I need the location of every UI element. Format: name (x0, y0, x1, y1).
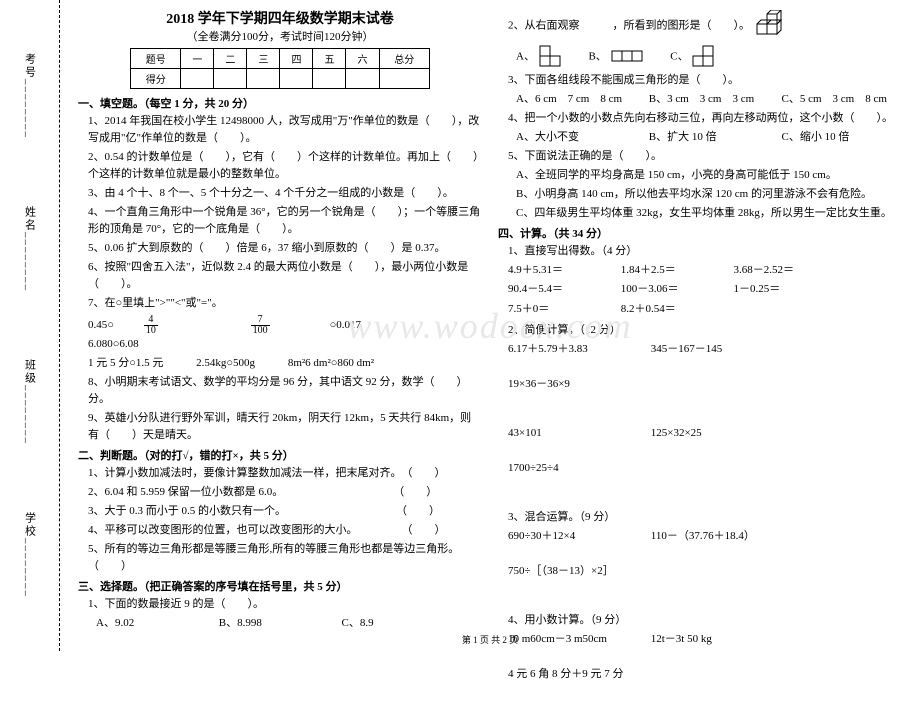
option-a-shape (538, 44, 564, 70)
q1-7: 7、在○里填上">""<"或"="。 (88, 295, 482, 312)
q4-3: 3、混合运算。（9 分） (508, 509, 902, 526)
q1-1: 1、2014 年我国在校小学生 12498000 人，改写成用"万"作单位的数是… (88, 113, 482, 147)
option-b-shape (610, 49, 646, 65)
exam-title: 2018 学年下学期四年级数学期末试卷 (78, 8, 482, 28)
row-label-no: 题号 (131, 49, 181, 69)
q1-4: 4、一个直角三角形中一个锐角是 36°，它的另一个锐角是（ ）；一个等腰三角形的… (88, 204, 482, 238)
binding-school: 学校________ (22, 512, 38, 598)
q3-3: 3、下面各组线段不能围成三角形的是（ ）。 (508, 72, 902, 89)
row-label-score: 得分 (131, 69, 181, 89)
q2-4: 4、平移可以改变图形的位置，也可以改变图形的大小。 （ ） (88, 522, 482, 539)
q4-2-row: 6.17＋5.79＋3.83 345－167－145 19×36－36×9 (508, 341, 902, 411)
option-c-shape (691, 44, 717, 70)
right-column: 2、从右面观察 ，所看到的图形是（ ）。 A、 B、 C、 3、下面各组线段不能… (490, 8, 910, 643)
q4-4: 4、用小数计算。（9 分） (508, 612, 902, 629)
section-1-title: 一、填空题。（每空 1 分，共 20 分） (78, 95, 482, 111)
section-4-title: 四、计算。（共 34 分） (498, 225, 902, 241)
section-3-title: 三、选择题。（把正确答案的序号填在括号里，共 5 分） (78, 578, 482, 594)
binding-class: 班级________ (22, 359, 38, 445)
q3-3-opts: A、6 cm 7 cm 8 cm B、3 cm 3 cm 3 cm C、5 cm… (516, 91, 902, 108)
q3-1: 1、下面的数最接近 9 的是（ ）。 (88, 596, 482, 613)
col-1: 一 (181, 49, 214, 69)
q2-5: 5、所有的等边三角形都是等腰三角形,所有的等腰三角形也都是等边三角形。（ ） (88, 541, 482, 575)
q3-4: 4、把一个小数的小数点先向右移动三位，再向左移动两位，这个小数（ ）。 (508, 110, 902, 127)
cube-3d-icon (753, 10, 785, 42)
q1-5: 5、0.06 扩大到原数的（ ）倍是 6，37 缩小到原数的（ ）是 0.37。 (88, 240, 482, 257)
section-2-title: 二、判断题。（对的打√，错的打×，共 5 分） (78, 447, 482, 463)
q2-2: 2、6.04 和 5.959 保留一位小数都是 6.0。 （ ） (88, 484, 482, 501)
q1-7-row1: 0.45○410 7100○0.017 6.080○6.08 (88, 315, 482, 353)
col-6: 六 (346, 49, 379, 69)
page-footer: 第 1 页 共 2 页 (60, 633, 920, 646)
col-2: 二 (214, 49, 247, 69)
binding-examno: 考号________ (22, 53, 38, 139)
q1-8: 8、小明期末考试语文、数学的平均分是 96 分，其中语文 92 分，数学（ ）分… (88, 374, 482, 408)
q2-1: 1、计算小数加减法时，要像计算整数加减法一样，把末尾对齐。 （ ） (88, 465, 482, 482)
q3-5c: C、四年级男生平均体重 32kg，女生平均体重 28kg，所以男生一定比女生重。 (516, 205, 902, 222)
q3-4-opts: A、大小不变 B、扩大 10 倍 C、缩小 10 倍 (516, 129, 902, 146)
q3-1-opts: A、9.02 B、8.998 C、8.9 (96, 615, 482, 632)
exam-subtitle: （全卷满分100分，考试时间120分钟） (78, 28, 482, 44)
q3-5: 5、下面说法正确的是（ ）。 (508, 148, 902, 165)
q4-3-row: 690÷30＋12×4 110－（37.76＋18.4） 750÷［（38－13… (508, 528, 902, 598)
col-4: 四 (280, 49, 313, 69)
binding-name: 姓名________ (22, 206, 38, 292)
q1-3: 3、由 4 个十、8 个一、5 个十分之一、4 个千分之一组成的小数是（ ）。 (88, 185, 482, 202)
col-3: 三 (247, 49, 280, 69)
q3-2: 2、从右面观察 ，所看到的图形是（ ）。 (508, 10, 902, 42)
q3-2-opts: A、 B、 C、 (516, 44, 902, 70)
binding-column: 考号________ 姓名________ 班级________ 学校_____… (0, 0, 60, 651)
q2-3: 3、大于 0.3 而小于 0.5 的小数只有一个。 （ ） (88, 503, 482, 520)
q4-1-row: 4.9＋5.31＝ 1.84＋2.5＝ 3.68－2.52＝ 90.4－5.4＝… (508, 262, 902, 319)
left-column: 2018 学年下学期四年级数学期末试卷 （全卷满分100分，考试时间120分钟）… (70, 8, 490, 643)
col-total: 总分 (379, 49, 430, 69)
q1-7-row2: 1 元 5 分○1.5 元 2.54kg○500g 8m²6 dm²○860 d… (88, 355, 482, 372)
q1-6: 6、按照"四舍五入法"，近似数 2.4 的最大两位小数是（ ），最小两位小数是（… (88, 259, 482, 293)
q4-1: 1、直接写出得数。（4 分） (508, 243, 902, 260)
q3-5a: A、全班同学的平均身高是 150 cm，小亮的身高可能低于 150 cm。 (516, 167, 902, 184)
col-5: 五 (313, 49, 346, 69)
q1-9: 9、英雄小分队进行野外军训，晴天行 20km，阴天行 12km，5 天共行 84… (88, 410, 482, 444)
q4-2-row-b: 43×101 125×32×25 1700÷25÷4 (508, 425, 902, 495)
q4-2: 2、简便计算。（12 分） (508, 322, 902, 339)
score-table: 题号 一 二 三 四 五 六 总分 得分 (130, 48, 430, 89)
q1-2: 2、0.54 的计数单位是（ ），它有（ ）个这样的计数单位。再加上（ ）个这样… (88, 149, 482, 183)
q3-5b: B、小明身高 140 cm，所以他去平均水深 120 cm 的河里游泳不会有危险… (516, 186, 902, 203)
exam-content: www.wodocx.com 2018 学年下学期四年级数学期末试卷 （全卷满分… (60, 0, 920, 651)
